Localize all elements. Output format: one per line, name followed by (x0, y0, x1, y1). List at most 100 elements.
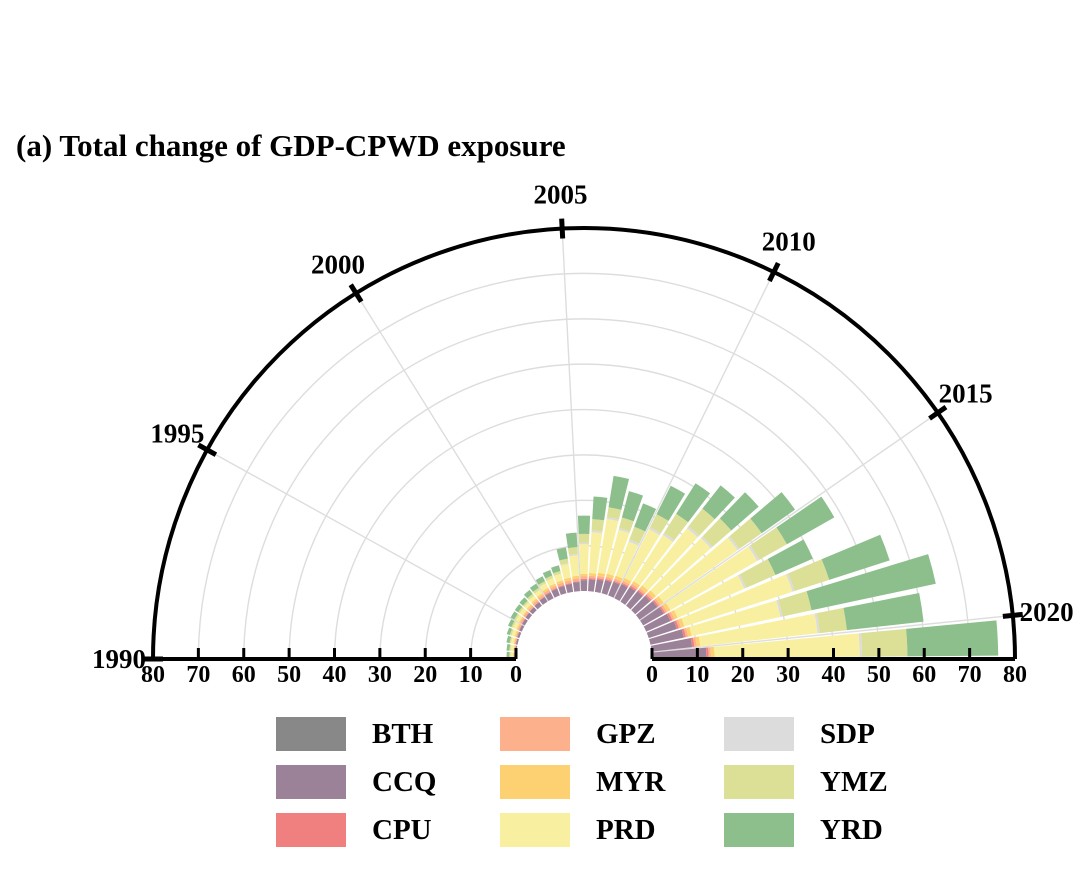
bar-myr-2013 (639, 585, 649, 594)
bar-ymz-2000 (532, 587, 541, 594)
bar-myr-2001 (542, 587, 550, 593)
outer-arc (151, 226, 1017, 660)
bar-prd-2012 (633, 534, 674, 586)
bar-prd-2015 (658, 537, 738, 603)
axes: 80 70 60 50 40 30 20 10 0 0 10 20 30 40 50 60 70 80199019… (92, 180, 1074, 688)
bar-myr-1994 (514, 630, 518, 638)
bar-yrd-1998 (519, 597, 528, 606)
bar-gpz-2018 (675, 619, 682, 629)
bar-gpz-2007 (588, 575, 596, 579)
r-tick-label-right: 30 (776, 662, 800, 688)
bar-ccq-1996 (522, 618, 528, 626)
bar-cpu-2011 (621, 582, 629, 588)
bar-ymz-2016 (750, 527, 787, 560)
legend-swatch (276, 717, 346, 751)
bar-gpz-2006 (580, 576, 588, 579)
bar-yrd-1994 (506, 627, 513, 636)
bar-yrd-2013 (702, 485, 735, 520)
legend-item-ccq: CCQ (276, 764, 436, 800)
legend-swatch (276, 813, 346, 847)
bar-gpz-2000 (537, 594, 545, 601)
bar-ccq-2013 (626, 591, 643, 610)
bar-ccq-2014 (631, 595, 651, 615)
bar-ymz-2006 (578, 533, 590, 544)
bar-gpz-2002 (550, 585, 557, 591)
bar-prd-1996 (515, 614, 523, 623)
bar-yrd-2008 (608, 475, 630, 510)
bar-yrd-1999 (523, 589, 533, 599)
bar-prd-2016 (665, 546, 758, 611)
bar-ymz-2001 (538, 581, 547, 587)
bar-prd-2007 (589, 532, 603, 574)
year-tick (1002, 611, 1023, 619)
bar-yrd-2019 (806, 554, 936, 611)
bar-yrd-2012 (676, 483, 711, 523)
bar-prd-2002 (546, 578, 556, 587)
bar-ccq-2001 (545, 592, 554, 602)
bar-ymz-1997 (518, 606, 524, 614)
bar-cpu-2005 (572, 581, 580, 583)
bar-cpu-2012 (629, 585, 637, 592)
bar-ymz-2015 (729, 518, 762, 549)
bar-gpz-2015 (653, 598, 661, 607)
bar-myr-2008 (597, 572, 606, 578)
bar-gpz-2008 (597, 575, 605, 580)
grid-spoke (613, 271, 775, 599)
r-tick-label-right: 10 (685, 662, 709, 688)
bar-myr-1991 (512, 652, 515, 659)
bar-yrd-2005 (565, 532, 578, 549)
legend-label: YMZ (820, 765, 888, 798)
year-tick (559, 218, 566, 239)
bar-myr-2004 (563, 577, 572, 582)
bar-prd-1997 (519, 608, 527, 616)
bar-cpu-1998 (529, 606, 534, 612)
bar-yrd-1993 (506, 635, 512, 644)
bar-prd-2021 (714, 633, 860, 658)
bar-ccq-2002 (551, 588, 560, 598)
bar-ccq-1999 (534, 602, 542, 610)
bar-sdp-2013 (686, 526, 700, 538)
bar-myr-2016 (662, 602, 671, 612)
bar-ymz-2004 (559, 558, 569, 565)
bar-prd-1995 (513, 621, 520, 630)
bar-cpu-2013 (637, 589, 645, 597)
year-tick-label: 2005 (533, 180, 587, 210)
bar-prd-2013 (642, 528, 698, 591)
bar-prd-2004 (560, 564, 571, 579)
bar-myr-2006 (580, 573, 588, 577)
bar-sdp-2012 (662, 533, 675, 543)
bar-cpu-2016 (659, 606, 666, 614)
r-tick-label-right: 0 (646, 662, 658, 688)
bar-ccq-2004 (565, 583, 574, 594)
bar-ccq-1997 (525, 612, 533, 620)
bar-myr-2005 (572, 575, 580, 580)
bar-ccq-1998 (529, 607, 537, 615)
grid-spoke (639, 412, 939, 621)
bar-prd-1992 (510, 644, 515, 652)
bar-prd-1998 (524, 601, 532, 609)
bar-ccq-2012 (620, 587, 636, 605)
bar-myr-2015 (655, 596, 664, 605)
bar-yrd-2011 (656, 485, 686, 521)
bar-myr-2002 (549, 583, 557, 589)
bar-gpz-2013 (638, 588, 646, 595)
bar-ymz-2010 (629, 526, 646, 544)
r-tick-label-left: 80 (141, 662, 165, 688)
bar-prd-2005 (569, 555, 580, 577)
bar-ymz-2008 (606, 507, 622, 520)
bar-yrd-1995 (508, 619, 515, 628)
bar-prd-2003 (553, 573, 563, 583)
bar-myr-2021 (710, 646, 715, 658)
bar-gpz-2019 (683, 627, 689, 638)
bar-myr-1992 (513, 645, 516, 652)
year-tick-label: 1990 (92, 644, 146, 674)
bar-prd-2020 (698, 613, 818, 647)
bar-cpu-1997 (525, 612, 530, 618)
bar-cpu-2003 (557, 584, 565, 588)
bar-ccq-2005 (572, 582, 581, 592)
bar-yrd-2021 (906, 620, 999, 657)
bar-prd-2014 (650, 537, 711, 597)
bar-sdp-2011 (648, 527, 661, 536)
bar-prd-1991 (510, 652, 514, 659)
bar-yrd-1991 (506, 651, 510, 659)
